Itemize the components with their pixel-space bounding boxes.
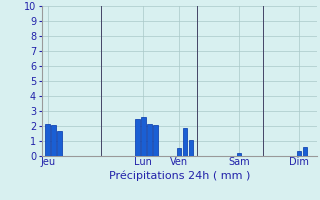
Bar [183,128,188,156]
Bar [189,140,193,156]
Bar [135,119,140,156]
Bar [237,153,241,156]
X-axis label: Précipitations 24h ( mm ): Précipitations 24h ( mm ) [108,170,250,181]
Bar [147,124,152,156]
Bar [51,125,56,156]
Bar [177,148,181,156]
Bar [141,117,146,156]
Bar [57,130,62,156]
Bar [297,151,301,156]
Bar [153,124,157,156]
Bar [303,147,307,156]
Bar [45,124,50,156]
